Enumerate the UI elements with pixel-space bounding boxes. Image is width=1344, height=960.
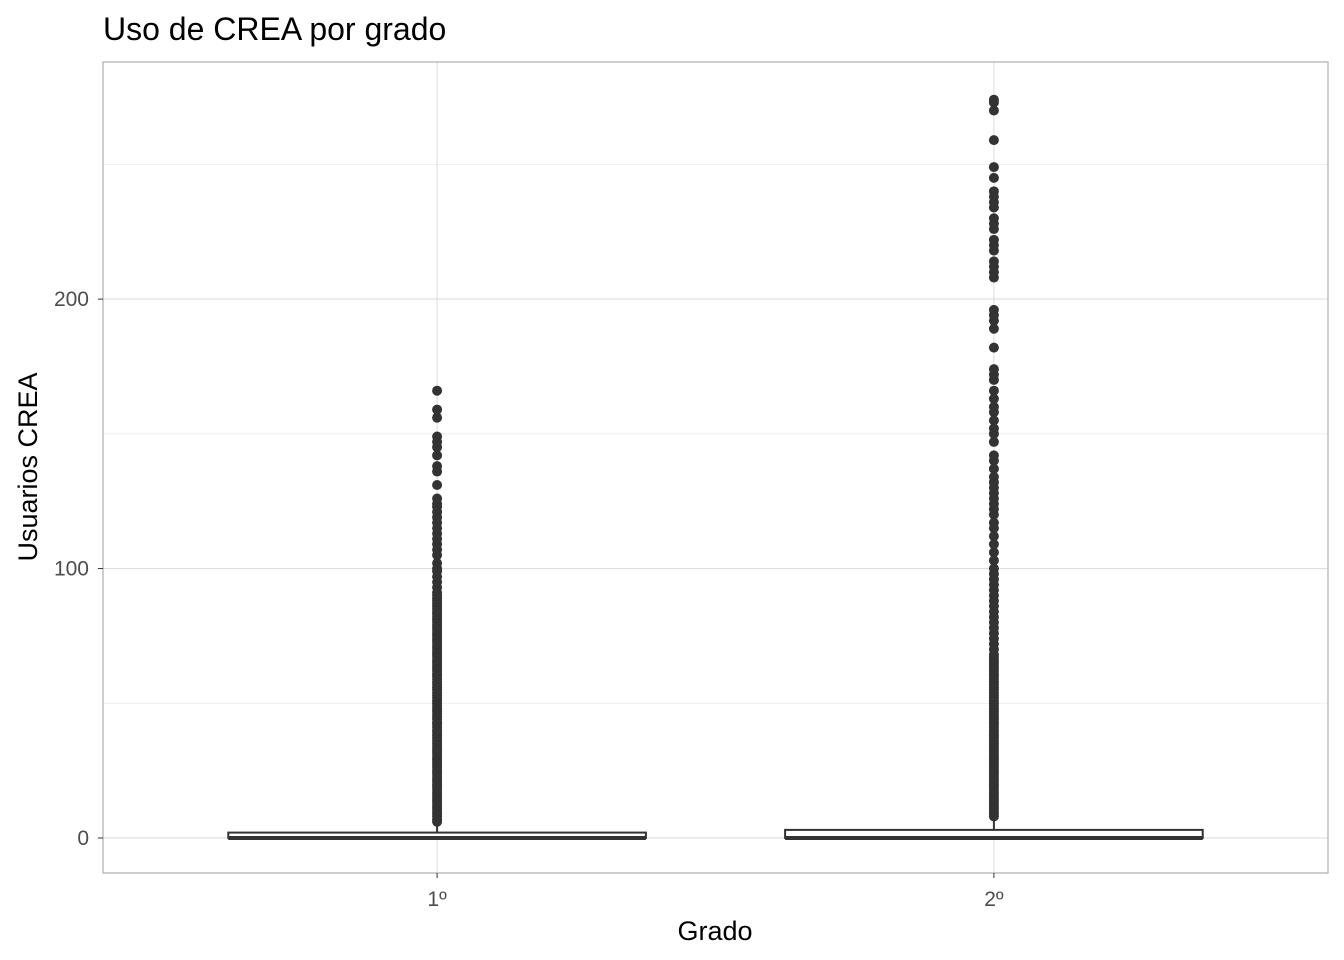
outlier-point bbox=[988, 555, 999, 566]
outlier-point bbox=[988, 471, 999, 482]
outlier-point bbox=[988, 342, 999, 353]
outlier-point bbox=[432, 412, 443, 423]
outlier-point bbox=[988, 172, 999, 183]
y-axis-title: Usuarios CREA bbox=[13, 372, 43, 561]
grid-lines bbox=[103, 62, 1328, 873]
outlier-point bbox=[988, 105, 999, 116]
outlier-point bbox=[988, 401, 999, 412]
outlier-point bbox=[988, 423, 999, 434]
y-tick-label: 100 bbox=[54, 558, 89, 581]
outlier-point bbox=[988, 162, 999, 173]
outlier-point bbox=[432, 480, 443, 491]
outlier-point bbox=[432, 461, 443, 472]
y-tick-label: 200 bbox=[54, 288, 89, 311]
outlier-point bbox=[988, 304, 999, 315]
outlier-point bbox=[988, 256, 999, 267]
x-axis-ticks: 1º 2º bbox=[427, 873, 1004, 911]
outlier-point bbox=[988, 531, 999, 542]
x-axis-title: Grado bbox=[677, 916, 752, 946]
outlier-point bbox=[988, 436, 999, 447]
outlier-point bbox=[432, 450, 443, 461]
outlier-point bbox=[988, 547, 999, 558]
outlier-point bbox=[988, 385, 999, 396]
box-group-1 bbox=[227, 385, 647, 840]
outlier-point bbox=[988, 539, 999, 550]
outlier-point bbox=[988, 135, 999, 146]
outlier-point bbox=[988, 364, 999, 375]
outlier-point bbox=[432, 493, 443, 504]
outlier-point bbox=[988, 463, 999, 474]
outlier-point bbox=[988, 415, 999, 426]
outlier-point bbox=[988, 450, 999, 461]
y-axis-ticks: 0 100 200 bbox=[54, 288, 103, 850]
outlier-point bbox=[988, 213, 999, 224]
outlier-point bbox=[988, 517, 999, 528]
outlier-point bbox=[988, 94, 999, 105]
chart-title: Uso de CREA por grado bbox=[103, 11, 446, 47]
x-tick-label: 1º bbox=[427, 888, 447, 911]
x-tick-label: 2º bbox=[984, 888, 1004, 911]
outlier-point bbox=[432, 385, 443, 396]
outlier-point bbox=[432, 431, 443, 442]
plot-panel-border bbox=[102, 61, 1329, 874]
outlier-point bbox=[988, 563, 999, 574]
outlier-point bbox=[988, 186, 999, 197]
outlier-point bbox=[988, 234, 999, 245]
outlier-point bbox=[432, 404, 443, 415]
outlier-point bbox=[432, 558, 443, 569]
boxes-layer bbox=[227, 94, 1204, 840]
y-tick-label: 0 bbox=[77, 827, 89, 850]
box-group-2 bbox=[784, 94, 1204, 840]
outlier-point bbox=[988, 323, 999, 334]
outlier-point bbox=[988, 393, 999, 404]
